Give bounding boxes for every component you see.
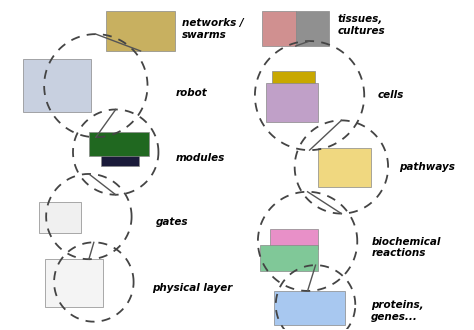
Text: tissues,
cultures: tissues, cultures: [337, 15, 385, 36]
Text: pathways: pathways: [399, 162, 455, 172]
Bar: [260, 245, 318, 271]
Text: networks /
swarms: networks / swarms: [182, 18, 244, 40]
Text: physical layer: physical layer: [153, 283, 233, 293]
Bar: [101, 144, 138, 166]
Bar: [318, 148, 371, 187]
Text: modules: modules: [175, 153, 225, 163]
Bar: [23, 59, 91, 113]
Bar: [274, 291, 346, 325]
Bar: [45, 259, 103, 307]
Bar: [272, 71, 315, 91]
Bar: [262, 11, 296, 46]
Text: gates: gates: [155, 216, 188, 226]
Bar: [89, 132, 148, 156]
Text: robot: robot: [175, 87, 207, 98]
Text: cells: cells: [377, 90, 403, 100]
Bar: [266, 83, 318, 122]
Text: biochemical
reactions: biochemical reactions: [371, 237, 441, 258]
Bar: [39, 202, 81, 233]
Bar: [106, 11, 175, 51]
Bar: [270, 229, 318, 249]
Text: proteins,
genes...: proteins, genes...: [371, 300, 424, 321]
Bar: [296, 11, 329, 46]
